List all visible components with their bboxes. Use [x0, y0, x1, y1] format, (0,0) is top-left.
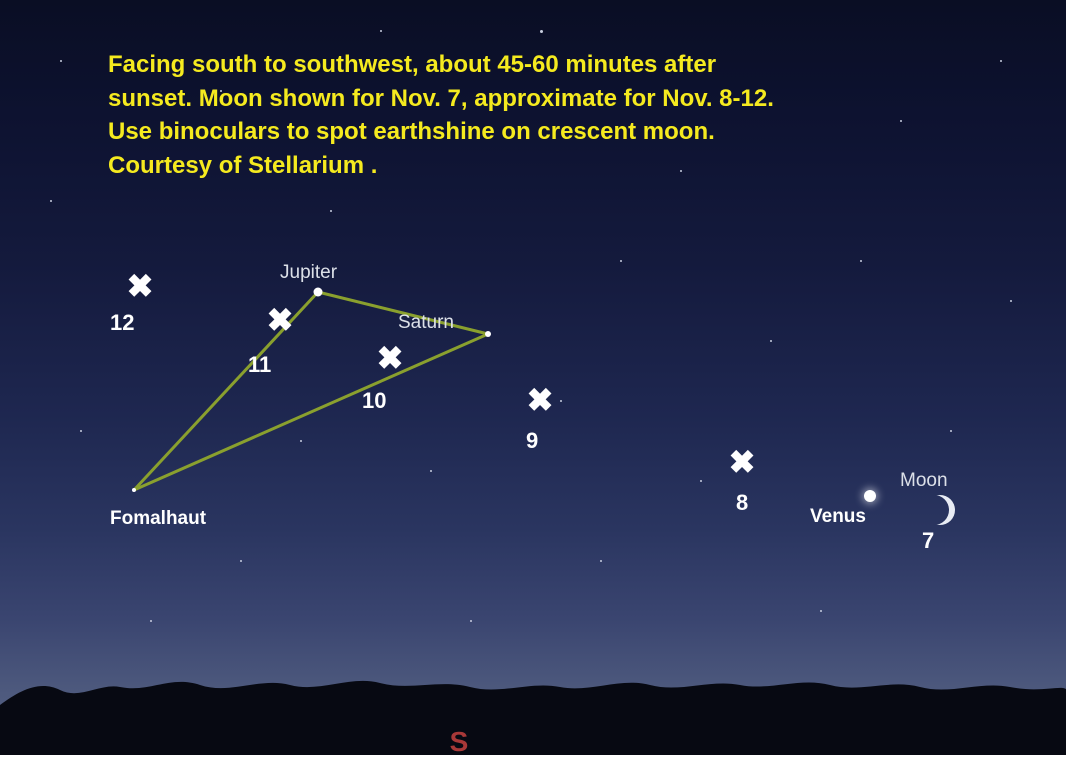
bg-star [560, 400, 562, 402]
bg-star [60, 60, 62, 62]
moon-date-9: 9 [526, 428, 538, 454]
moon-date-12: 12 [110, 310, 134, 336]
bg-star [150, 620, 152, 622]
jupiter-label: Jupiter [280, 262, 337, 284]
bg-star [900, 120, 902, 122]
venus-label: Venus [810, 506, 866, 528]
saturn-label: Saturn [398, 312, 454, 334]
bg-star [700, 480, 702, 482]
bg-star [1000, 60, 1002, 62]
bg-star [950, 430, 952, 432]
bg-star [380, 30, 382, 32]
moon-crescent [925, 495, 955, 525]
bg-star [330, 210, 332, 212]
moon-position-marker: ✖ [377, 342, 404, 374]
moon-position-marker: ✖ [527, 384, 554, 416]
description-text: Facing south to southwest, about 45-60 m… [108, 48, 788, 182]
saturn-planet [485, 331, 491, 337]
moon-position-marker: ✖ [267, 304, 294, 336]
bg-star [600, 560, 602, 562]
bg-star [300, 440, 302, 442]
jupiter-planet [314, 288, 323, 297]
bg-star [470, 620, 472, 622]
bg-star [770, 340, 772, 342]
bg-star [50, 200, 52, 202]
moon-date-10: 10 [362, 388, 386, 414]
moon-date-11: 11 [248, 352, 271, 378]
venus-planet [864, 490, 876, 502]
horizon-silhouette [0, 635, 1066, 755]
moon-date-7: 7 [922, 528, 934, 554]
moon-position-marker: ✖ [127, 270, 154, 302]
fomalhaut-star [132, 488, 136, 492]
fomalhaut-label: Fomalhaut [110, 508, 206, 530]
bg-star [430, 470, 432, 472]
bg-star [620, 260, 622, 262]
bg-star [80, 430, 82, 432]
bg-star [860, 260, 862, 262]
bg-star [820, 610, 822, 612]
compass-south: S [450, 726, 469, 758]
moon-position-marker: ✖ [729, 446, 756, 478]
moon-date-8: 8 [736, 490, 748, 516]
bg-star [540, 30, 543, 33]
bg-star [1010, 300, 1012, 302]
bg-star [240, 560, 242, 562]
moon-label: Moon [900, 470, 948, 492]
